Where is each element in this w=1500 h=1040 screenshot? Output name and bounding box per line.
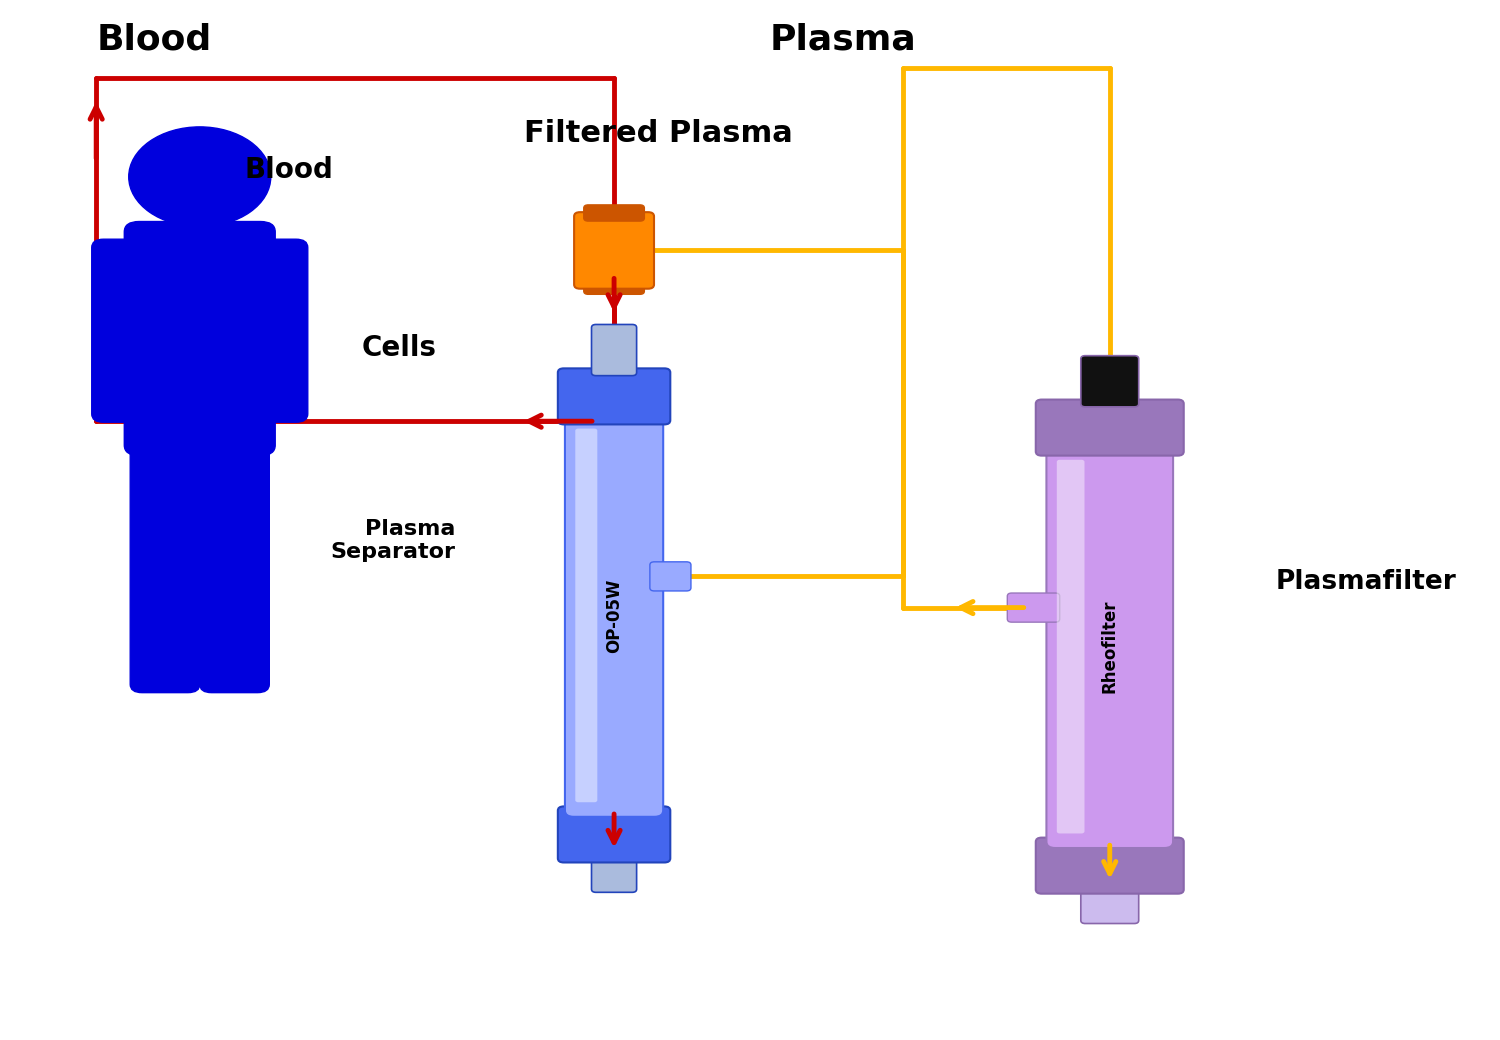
FancyBboxPatch shape — [130, 426, 200, 693]
Text: Rheofilter: Rheofilter — [1101, 600, 1119, 694]
Text: OP-05W: OP-05W — [604, 578, 622, 653]
FancyBboxPatch shape — [92, 239, 154, 422]
FancyBboxPatch shape — [574, 212, 654, 289]
FancyBboxPatch shape — [1008, 593, 1059, 622]
Circle shape — [129, 127, 272, 227]
FancyBboxPatch shape — [1036, 399, 1184, 456]
Text: Plasma: Plasma — [770, 23, 916, 56]
FancyBboxPatch shape — [1082, 886, 1138, 924]
FancyBboxPatch shape — [246, 239, 308, 422]
Text: Blood: Blood — [244, 156, 333, 183]
FancyBboxPatch shape — [576, 428, 597, 802]
FancyBboxPatch shape — [566, 414, 663, 816]
Text: Filtered Plasma: Filtered Plasma — [524, 119, 794, 148]
FancyBboxPatch shape — [584, 205, 645, 222]
FancyBboxPatch shape — [1082, 356, 1138, 407]
Text: Plasmafilter: Plasmafilter — [1275, 570, 1456, 595]
Text: Plasma
Separator: Plasma Separator — [330, 519, 456, 563]
FancyBboxPatch shape — [1036, 837, 1184, 893]
FancyBboxPatch shape — [124, 222, 274, 456]
FancyBboxPatch shape — [650, 562, 692, 591]
Text: Cells: Cells — [362, 335, 436, 362]
FancyBboxPatch shape — [558, 806, 670, 862]
FancyBboxPatch shape — [200, 426, 270, 693]
FancyBboxPatch shape — [1047, 445, 1173, 848]
FancyBboxPatch shape — [591, 324, 636, 375]
Text: Blood: Blood — [96, 23, 211, 56]
FancyBboxPatch shape — [558, 368, 670, 424]
FancyBboxPatch shape — [1058, 460, 1084, 833]
FancyBboxPatch shape — [584, 280, 645, 294]
FancyBboxPatch shape — [591, 855, 636, 892]
